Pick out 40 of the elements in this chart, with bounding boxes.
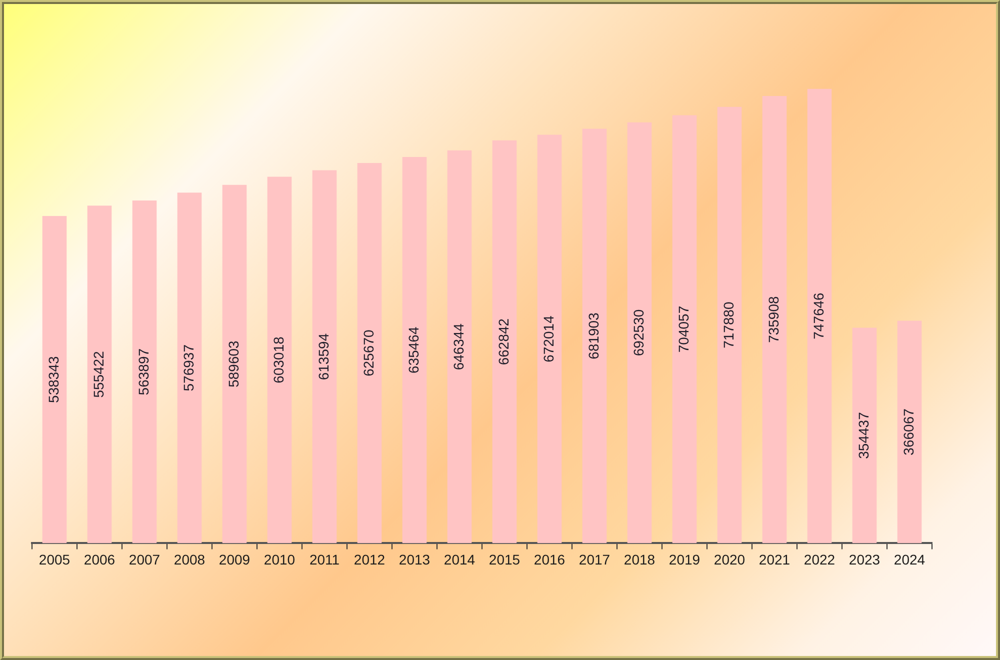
- data-label: 538343: [45, 356, 62, 403]
- data-label: 613594: [315, 333, 332, 380]
- data-label: 717880: [720, 301, 736, 348]
- x-tick-label: 2014: [444, 551, 476, 568]
- x-tick-label: 2018: [624, 551, 656, 568]
- data-label: 366067: [900, 408, 916, 456]
- x-tick-label: 2017: [578, 551, 610, 568]
- x-tick-label: 2012: [354, 551, 386, 568]
- x-tick-label: 2011: [309, 551, 340, 568]
- data-label: 603018: [270, 336, 286, 384]
- x-tick-label: 2016: [534, 551, 566, 568]
- x-tick-label: 2009: [218, 551, 250, 568]
- x-tick-label: 2010: [264, 551, 296, 568]
- data-label: 646344: [450, 323, 466, 370]
- x-tick-label: 2013: [398, 551, 430, 568]
- x-tick-label: 2008: [174, 551, 206, 568]
- x-tick-label: 2023: [848, 551, 880, 568]
- x-tick-label: 2020: [714, 551, 746, 568]
- data-label: 662842: [495, 318, 512, 366]
- data-label: 747646: [810, 292, 826, 340]
- data-label: 704057: [675, 306, 692, 353]
- x-tick-label: 2007: [128, 551, 160, 568]
- data-label: 555422: [90, 350, 106, 398]
- x-tick-label: 2021: [758, 551, 790, 568]
- data-label: 635464: [405, 326, 422, 374]
- data-label: 735908: [765, 296, 782, 343]
- data-label: 354437: [855, 412, 872, 459]
- x-tick-label: 2005: [38, 551, 70, 568]
- x-tick-label: 2022: [804, 551, 836, 568]
- data-label: 563897: [135, 348, 152, 396]
- x-tick-label: 2019: [668, 551, 700, 568]
- data-label: 589603: [225, 340, 242, 388]
- x-tick-label: 2015: [488, 551, 520, 568]
- data-label: 576937: [180, 344, 196, 392]
- x-tick-label: 2024: [894, 551, 926, 568]
- data-label: 692530: [630, 309, 646, 356]
- data-label: 625670: [360, 330, 376, 376]
- x-tick-label: 2006: [84, 551, 116, 568]
- data-label: 672014: [540, 315, 556, 362]
- data-label: 681903: [585, 312, 602, 360]
